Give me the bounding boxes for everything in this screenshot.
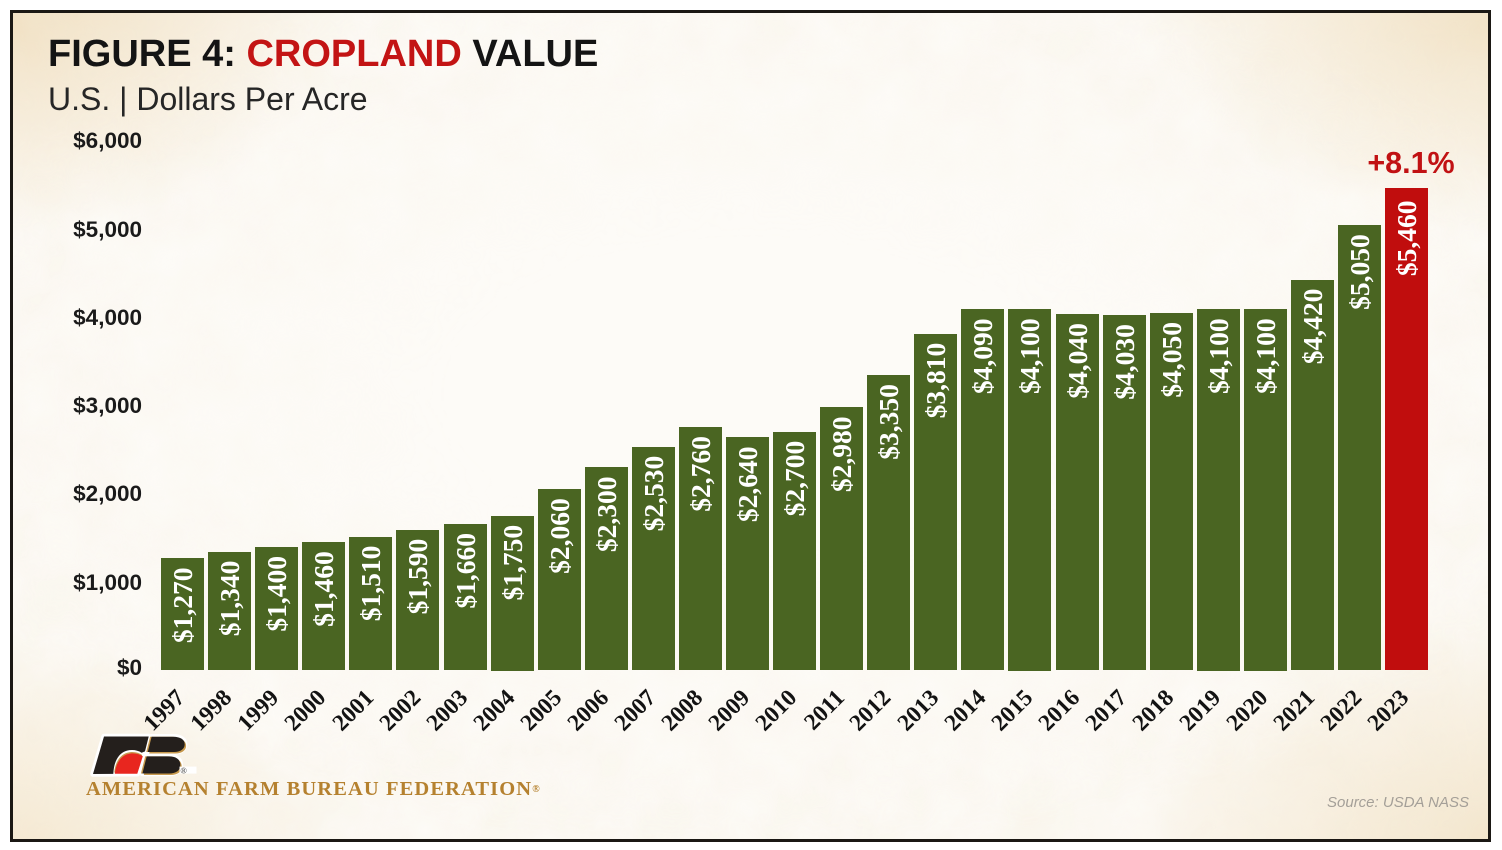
svg-text:®: ® — [180, 765, 187, 775]
